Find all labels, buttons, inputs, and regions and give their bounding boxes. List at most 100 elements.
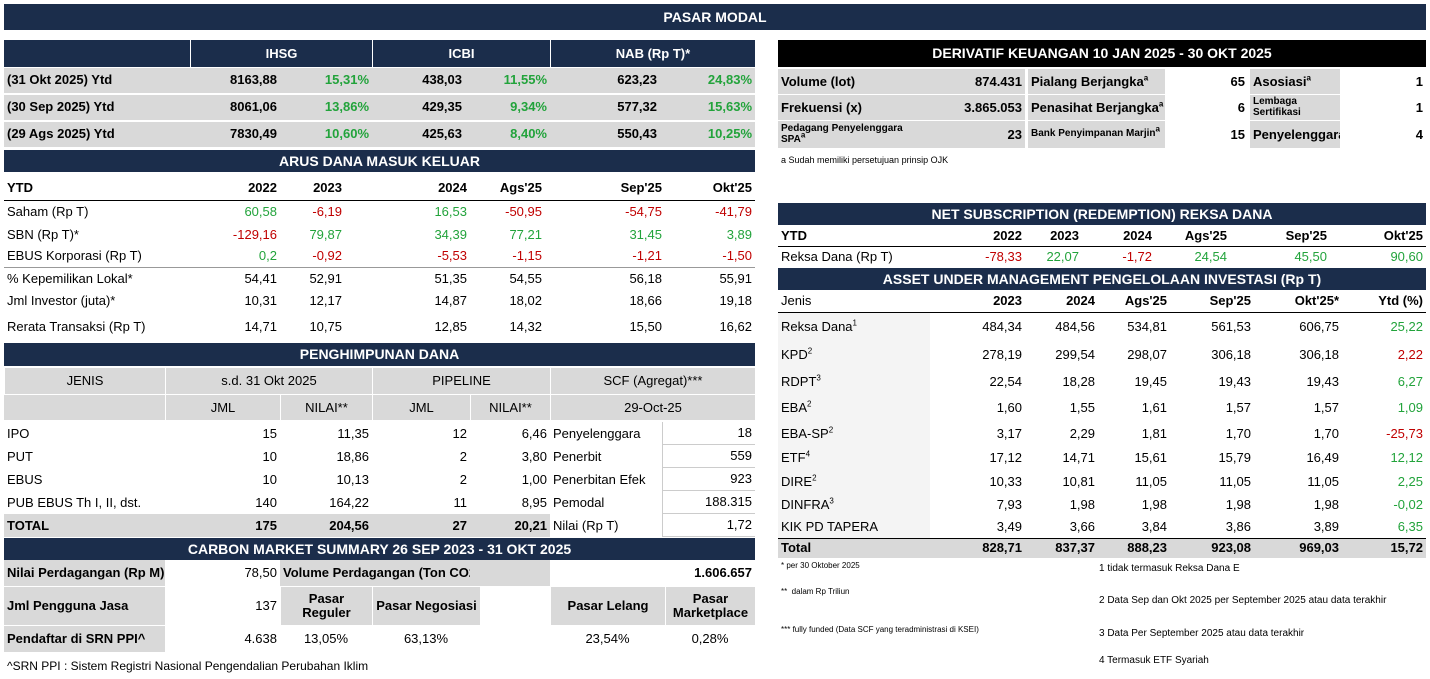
row-label: EBA-SP2 <box>778 422 930 446</box>
footnote: a Sudah memiliki persetujuan prinsip OJK <box>781 155 949 166</box>
row-background <box>4 67 755 93</box>
cell-value: 204,56 <box>329 517 369 533</box>
cell-value: 3,17 <box>996 426 1022 442</box>
cell-value: 2 <box>459 448 467 464</box>
cell-value: 2,29 <box>1069 426 1095 442</box>
cell-value: 11,05 <box>1219 474 1251 490</box>
cell-value: 11 <box>453 494 468 510</box>
percent-change: 13,86% <box>324 99 369 115</box>
row-label: Pendaftar di SRN PPI^ <box>4 625 165 652</box>
label: Pialang Berjangka <box>1031 73 1144 89</box>
divider <box>4 267 755 268</box>
row-label: Reksa Dana1 <box>778 314 930 340</box>
cell-value: 15 <box>262 425 277 441</box>
cell-value: 20,21 <box>514 517 547 533</box>
scf-label: Penyelenggara <box>553 425 641 441</box>
percent-change: 9,34% <box>510 99 547 115</box>
cell-value: 14,32 <box>509 319 542 335</box>
index-value: 425,63 <box>422 126 462 142</box>
cell-value: 1,81 <box>1141 426 1167 442</box>
sub-header: NILAI** <box>280 394 372 420</box>
label: Pedagang Penyelenggara SPA <box>781 123 903 145</box>
cell-value: 34,39 <box>434 227 467 243</box>
row-label: Frekuensi (x) <box>778 94 930 120</box>
row-label: Volume (lot) <box>778 68 930 94</box>
cell-value: 923,08 <box>1211 540 1251 556</box>
cell-value: 837,37 <box>1055 540 1095 556</box>
cell-value: 7,93 <box>996 496 1022 512</box>
cell-value: 1,00 <box>521 471 547 487</box>
cell-value: 3,86 <box>1225 519 1251 535</box>
footnote: 2 Data Sep dan Okt 2025 per September 20… <box>1099 594 1387 606</box>
group-header: s.d. 31 Okt 2025 <box>165 368 372 394</box>
cell-value: 278,19 <box>982 347 1022 363</box>
cell-value: -5,53 <box>437 248 467 264</box>
cell-value: 52,91 <box>309 271 342 287</box>
sub-header: NILAI** <box>470 394 550 420</box>
label-text: Pedagang Penyelenggara SPAa <box>781 123 927 145</box>
cell-value: 6 <box>1165 94 1248 120</box>
column-header: Ags'25 <box>1184 227 1227 243</box>
footnote: 3 Data Per September 2025 atau data tera… <box>1099 627 1305 639</box>
cell-value: 164,22 <box>329 494 369 510</box>
cell-value: 18,86 <box>336 448 369 464</box>
row-label: Asosiasia <box>1250 68 1340 94</box>
cell-value: 79,87 <box>309 227 342 243</box>
row-label: PUB EBUS Th I, II, dst. <box>7 494 142 510</box>
column-header: 2022 <box>248 180 277 196</box>
column-header: Jenis <box>781 293 812 309</box>
index-value: 438,03 <box>422 72 462 88</box>
row-label: PUT <box>7 448 33 464</box>
row-label: Penasihat Berjangkaa <box>1028 94 1165 120</box>
scf-value: 18 <box>662 422 755 445</box>
cell-value: 888,23 <box>1127 540 1167 556</box>
column-header: Pasar Lelang <box>550 586 665 625</box>
column-header: ICBI <box>372 40 550 67</box>
divider <box>4 200 755 201</box>
cell-value: -1,72 <box>1122 249 1152 265</box>
row-label: Bank Penyimpanan Marjina <box>1028 120 1165 148</box>
cell-value: 16,53 <box>434 204 467 220</box>
row-background <box>4 121 755 147</box>
scf-value: 923 <box>662 468 755 491</box>
section-title: NET SUBSCRIPTION (REDEMPTION) REKSA DANA <box>778 203 1426 225</box>
row-label: Pedagang Penyelenggara SPAa <box>778 120 930 148</box>
label-text: Reksa Dana1 <box>781 319 857 334</box>
cell-value: 140 <box>255 494 277 510</box>
superscript: a <box>1158 99 1164 109</box>
superscript: a <box>1155 124 1160 134</box>
row-label: (30 Sep 2025) Ytd <box>7 99 115 115</box>
cell-value: 45,50 <box>1294 249 1327 265</box>
group-header: JENIS <box>4 368 165 394</box>
sub-header: JML <box>165 394 280 420</box>
footnote: 4 Termasuk ETF Syariah <box>1099 654 1209 666</box>
footnote: ** dalam Rp Triliun <box>781 586 850 596</box>
cell-value: 19,18 <box>719 293 752 309</box>
cell-value: 3,80 <box>521 448 547 464</box>
row-label: Lembaga Sertifikasi <box>1250 94 1340 120</box>
cell-value: 51,35 <box>434 271 467 287</box>
label-text: Pialang Berjangkaa <box>1031 73 1148 89</box>
column-header: 2023 <box>313 180 342 196</box>
row-label: (29 Ags 2025) Ytd <box>7 126 115 142</box>
cell-value: 25,22 <box>1390 319 1423 335</box>
cell-value: 828,71 <box>982 540 1022 556</box>
column-header: 2024 <box>1066 293 1095 309</box>
row-label: EBUS Korporasi (Rp T) <box>7 248 142 264</box>
cell-value: 1,60 <box>996 400 1022 416</box>
cell-value: 19,43 <box>1218 374 1251 390</box>
superscript: 4 <box>805 449 811 459</box>
percent-change: 24,83% <box>707 72 752 88</box>
label-text: DINFRA3 <box>781 497 834 512</box>
column-header: Pasar Reguler <box>280 586 372 625</box>
cell-value: -25,73 <box>1386 426 1423 442</box>
cell-value: 1,70 <box>1313 426 1339 442</box>
cell-value: 15,61 <box>1134 450 1167 466</box>
cell-value: 15 <box>1165 120 1248 148</box>
cell-value: 298,07 <box>1127 347 1167 363</box>
scf-value: 559 <box>662 445 755 468</box>
cell-value: 1,09 <box>1397 400 1423 416</box>
row-label: Jml Pengguna Jasa <box>4 586 165 625</box>
label: ETF <box>781 450 806 466</box>
cell-value: 12,12 <box>1390 450 1423 466</box>
